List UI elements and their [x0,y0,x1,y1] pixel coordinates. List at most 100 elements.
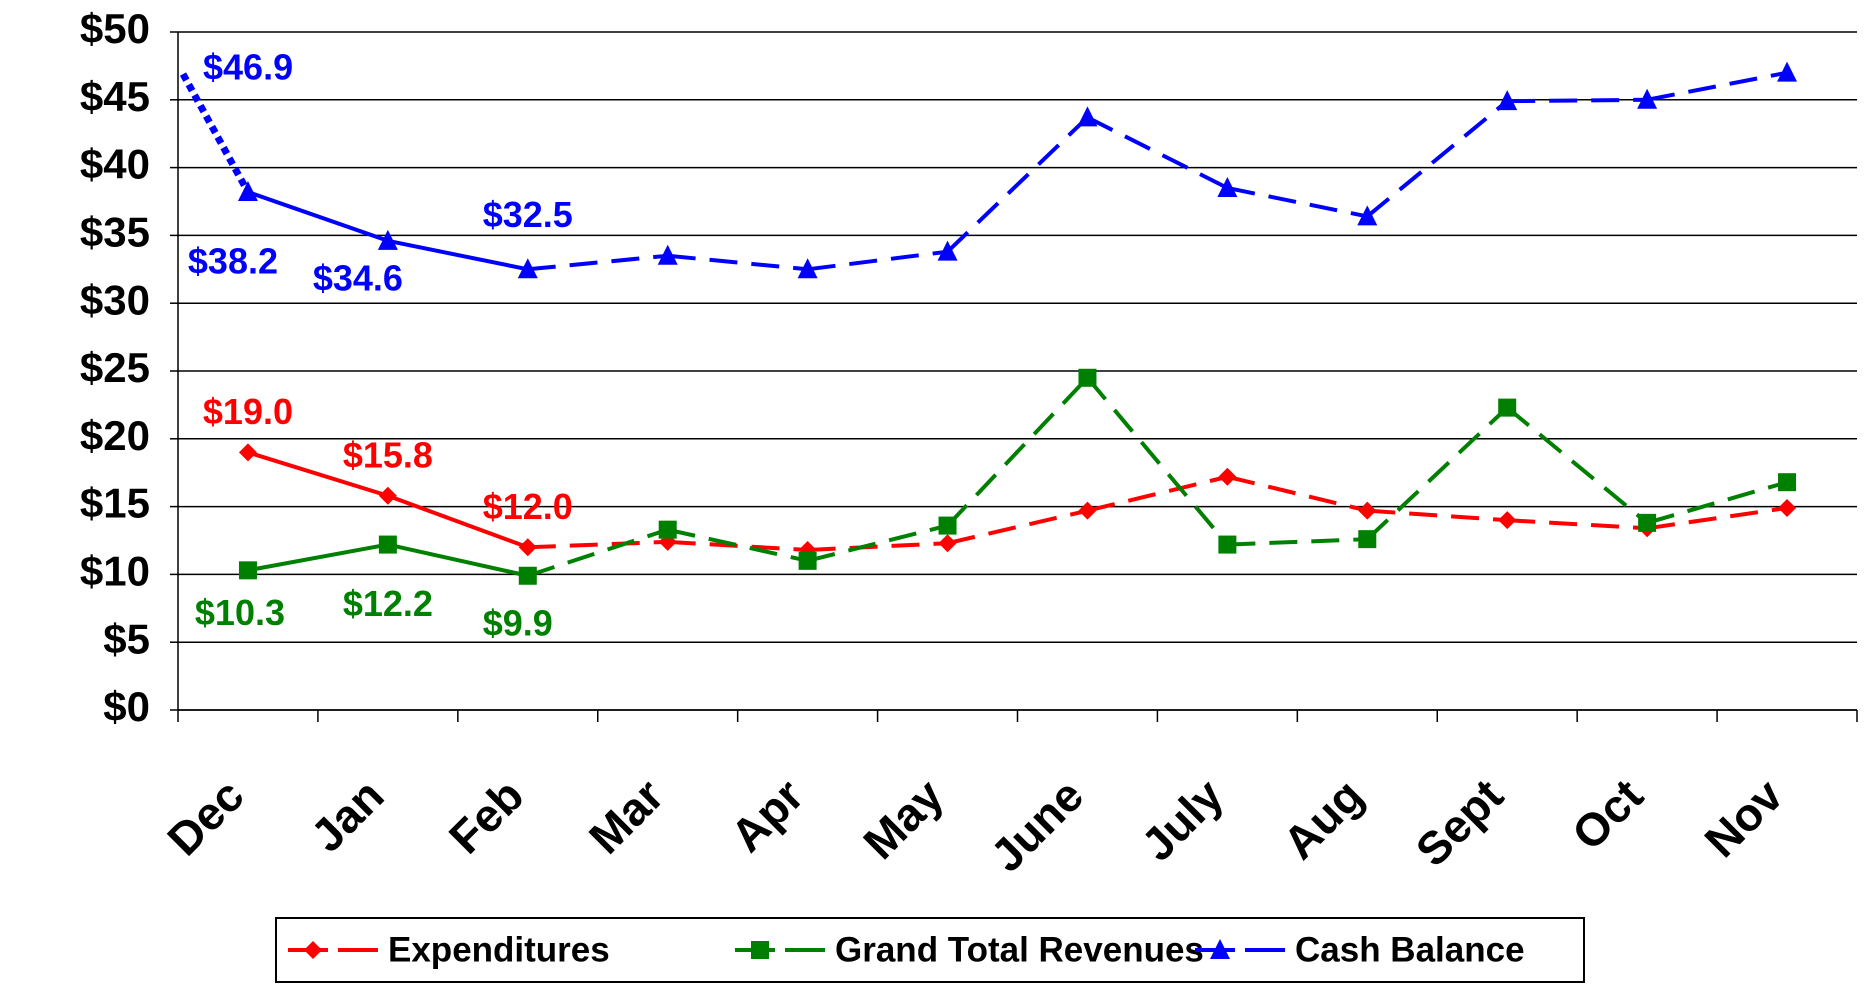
marker [1357,205,1378,226]
marker [1498,398,1517,417]
marker [938,534,957,553]
marker [1358,530,1377,549]
marker [657,244,678,265]
x-tick-label: Jan [301,769,394,862]
legend-label: Grand Total Revenues [835,930,1204,969]
line-segment [1646,480,1788,525]
x-tick-label: May [853,769,953,869]
line-segment [1366,99,1509,218]
marker [1778,498,1797,517]
marker [1217,176,1238,197]
marker [304,941,322,959]
line-segment [1365,406,1509,541]
legend-box [275,917,1585,983]
series: $10.3 $12.2 $9.9 [195,368,1797,643]
y-tick-label: $5 [103,615,150,662]
x-tick-label: Oct [1562,769,1653,860]
data-label: $38.2 [188,241,278,282]
line-segment [247,190,389,243]
line-segment [1086,115,1229,190]
x-tick-label: Apr [720,769,813,862]
line-segment [1646,70,1788,102]
marker [377,229,398,250]
line-segment [527,527,669,578]
marker [378,486,397,505]
y-tick-label: $40 [80,141,150,188]
y-tick-label: $50 [80,5,150,52]
line-segment [1507,97,1648,104]
legend-item: Cash Balance [1195,930,1525,969]
legend-label: Expenditures [388,930,610,969]
marker [238,561,257,580]
line-segment [807,523,949,563]
line-segment [667,539,808,552]
line-segment [527,539,668,550]
marker [751,941,769,959]
line-segment [1226,185,1368,219]
line-segment [1507,518,1648,531]
line-segment [1085,376,1229,546]
x-tick-label: Dec [157,769,253,865]
line-segment [807,541,948,552]
line-segment [387,493,529,550]
line [248,378,1787,576]
data-label: $34.6 [313,257,403,298]
line [248,452,1787,550]
data-label: $12.0 [483,486,573,527]
line-segment [1226,474,1368,513]
line-segment [527,253,668,272]
y-tick-label: $45 [80,73,150,120]
y-tick-label: $10 [80,547,150,594]
line-segment [1227,537,1368,547]
x-tick-label: June [980,769,1093,882]
marker [658,520,677,539]
marker [518,538,537,557]
data-label: $46.9 [203,47,293,88]
y-tick-label: $20 [80,412,150,459]
line-segment [946,115,1089,254]
marker [797,258,818,279]
marker [1078,368,1097,387]
line-segment [247,450,389,498]
marker [378,535,397,554]
marker [518,566,537,585]
marker [517,258,538,279]
line-segment [387,238,529,272]
marker [1498,511,1517,530]
legend-item: Grand Total Revenues [735,930,1204,969]
line-segment [1505,406,1649,525]
line-segment [667,527,809,563]
legend-label: Cash Balance [1295,930,1525,969]
marker [937,240,958,261]
start-segment [179,72,252,194]
marker [1638,513,1657,532]
marker [1078,501,1097,520]
line-segment [667,253,808,272]
x-tick-label: Sept [1406,769,1513,876]
marker [1358,501,1377,520]
series: $46.9 $38.2 $34.6 $32.5 [179,47,1798,298]
line-segment [387,542,529,578]
line-segment [946,376,1089,527]
marker [1777,61,1798,82]
x-tick-label: July [1131,769,1233,871]
marker [1637,88,1658,109]
y-tick-label: $0 [103,683,150,730]
marker [1218,535,1237,554]
marker [238,443,257,462]
x-tick-label: Aug [1273,769,1373,869]
x-tick-label: Mar [579,769,674,864]
marker [1218,467,1237,486]
line-segment [807,249,948,272]
data-label: $15.8 [343,434,433,475]
y-tick-label: $30 [80,276,150,323]
data-label: $9.9 [483,602,553,643]
x-tick-label: Feb [439,769,534,864]
data-label: $32.5 [483,194,573,235]
marker [1210,939,1230,959]
line-segment [1367,508,1508,523]
marker [1077,106,1098,127]
marker [1497,90,1518,111]
marker [798,551,817,570]
